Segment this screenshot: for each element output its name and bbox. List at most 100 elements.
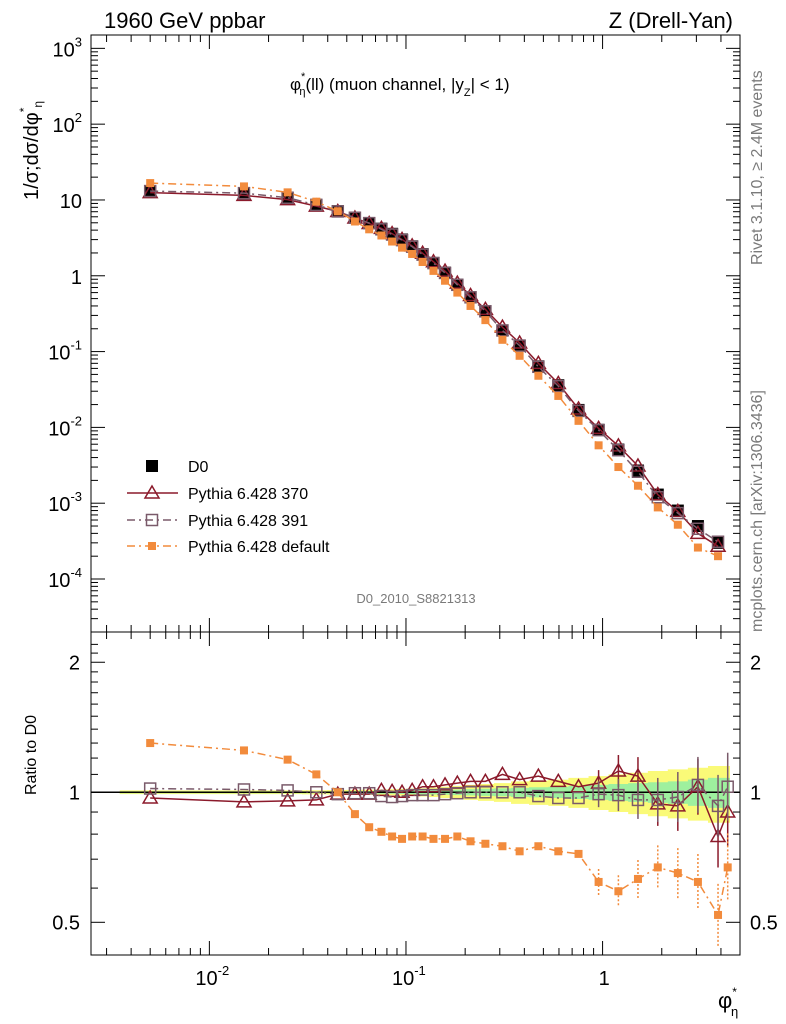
ratio-point-pythia-6-428-391	[711, 799, 725, 813]
ratio-point-pythia-6-428-391	[237, 783, 251, 796]
ratio-point-pythia-6-428-391	[631, 793, 645, 807]
point-pythia-6-428-391	[691, 522, 705, 536]
ratio-point-pythia-6-428-391	[496, 786, 509, 799]
ratio-y-tick-label-left: 2	[69, 652, 80, 674]
ratio-point-pythia-6-428-370	[436, 776, 454, 791]
ratio-point-pythia-6-428-default	[466, 837, 475, 846]
y-tick-label-base: 10	[48, 570, 70, 592]
point-pythia-6-428-370	[511, 334, 528, 349]
y-tick-label: 103	[53, 34, 82, 61]
point-pythia-6-428-default	[554, 391, 563, 400]
ratio-point-pythia-6-428-default	[534, 842, 543, 851]
ratio-point-pythia-6-428-391	[385, 790, 399, 804]
point-pythia-6-428-default	[594, 441, 603, 450]
ratio-point-pythia-6-428-default	[554, 847, 563, 856]
legend-label-pythia-6-428-default: Pythia 6.428 default	[188, 539, 330, 556]
ratio-point-pythia-6-428-default	[350, 810, 359, 819]
point-pythia-6-428-370	[669, 502, 687, 518]
ratio-point-pythia-6-428-391	[281, 784, 294, 797]
ratio-point-pythia-6-428-391	[464, 786, 477, 799]
legend-marker-pythia-6-428-default	[148, 542, 156, 550]
point-pythia-6-428-default	[714, 552, 723, 561]
point-pythia-6-428-default	[146, 179, 155, 188]
ratio-point-pythia-6-428-391	[513, 786, 526, 799]
ratio-point-pythia-6-428-default	[283, 755, 292, 764]
point-pythia-6-428-default	[466, 301, 475, 310]
ratio-point-pythia-6-428-391	[532, 789, 545, 803]
point-pythia-6-428-default	[350, 217, 359, 226]
legend: D0 Pythia 6.428 370 Pythia 6.428 391 Pythia…	[127, 459, 330, 556]
point-pythia-6-428-default	[418, 257, 427, 266]
y-tick-label: 10-3	[48, 489, 82, 516]
ratio-point-pythia-6-428-default	[653, 863, 662, 872]
ratio-point-pythia-6-428-default	[146, 739, 155, 748]
point-pythia-6-428-391	[572, 404, 585, 418]
ratio-point-pythia-6-428-391	[612, 788, 625, 802]
y-tick-label-base: 10	[48, 343, 70, 365]
y-tick-label-exp: 3	[75, 34, 82, 49]
ratio-point-pythia-6-428-370	[550, 772, 567, 788]
ratio-point-pythia-6-428-391	[395, 789, 409, 803]
site-label: mcplots.cern.ch [arXiv:1306.3436]	[749, 390, 766, 632]
title-phi-sup: *	[301, 71, 306, 83]
point-pythia-6-428-default	[377, 231, 386, 240]
ratio-point-pythia-6-428-391	[479, 786, 492, 799]
point-pythia-6-428-default	[673, 520, 682, 529]
ratio-point-pythia-6-428-370	[414, 778, 431, 793]
ratio-point-pythia-6-428-370	[462, 772, 479, 788]
point-pythia-6-428-391	[331, 205, 345, 218]
x-tick-label: 1	[599, 968, 610, 990]
point-pythia-6-428-391	[513, 339, 526, 352]
ratio-point-pythia-6-428-default	[453, 832, 462, 841]
chart-title: φ* η(ll) (muon channel, |yZ| < 1)	[290, 71, 510, 99]
y-tick-label: 10	[60, 191, 82, 213]
ratio-point-pythia-6-428-default	[365, 823, 374, 832]
ratio-point-pythia-6-428-391	[572, 791, 585, 805]
ratio-point-pythia-6-428-370	[373, 781, 390, 797]
ratio-point-pythia-6-428-default	[498, 842, 507, 851]
ratio-panel: 10-2 10-1 10.5 0.51 12 2	[52, 631, 778, 990]
ratio-point-pythia-6-428-370	[530, 767, 547, 782]
point-pythia-6-428-default	[283, 188, 292, 197]
ratio-point-pythia-6-428-default	[441, 834, 450, 843]
point-pythia-6-428-370	[530, 354, 547, 370]
legend-marker-pythia-6-428-370	[143, 484, 161, 499]
ratio-point-pythia-6-428-default	[614, 887, 623, 896]
point-pythia-6-428-default	[653, 503, 662, 512]
point-pythia-6-428-391	[612, 443, 625, 457]
point-pythia-6-428-default	[388, 237, 397, 246]
ratio-y-tick-label-right: 0.5	[750, 912, 778, 934]
point-pythia-6-428-default	[408, 249, 417, 258]
title-phi-sub: η	[299, 86, 305, 98]
ratio-point-pythia-6-428-391	[691, 778, 705, 792]
ratio-frame	[90, 631, 741, 956]
y-tick-label: 10-1	[48, 338, 82, 365]
ratio-point-pythia-6-428-default	[418, 832, 427, 841]
ratio-series-layer	[141, 739, 737, 946]
ratio-y-tick-label-right: 1	[750, 782, 761, 804]
ratio-point-pythia-6-428-391	[310, 786, 323, 799]
ratio-point-pythia-6-428-default	[388, 832, 397, 841]
ratio-point-pythia-6-428-370	[141, 789, 159, 804]
point-pythia-6-428-default	[515, 351, 524, 360]
x-tick-label-exp: -2	[218, 963, 230, 978]
y-tick-label-base: 10	[53, 39, 75, 61]
ratio-point-pythia-6-428-370	[610, 762, 627, 777]
point-pythia-6-428-391	[711, 535, 725, 549]
ratio-point-pythia-6-428-370	[511, 771, 528, 786]
point-pythia-6-428-370	[570, 400, 587, 415]
point-pythia-6-428-default	[453, 288, 462, 297]
ratio-point-pythia-6-428-default	[574, 849, 583, 858]
ratio-point-pythia-6-428-391	[671, 790, 685, 804]
point-pythia-6-428-default	[534, 371, 543, 380]
point-pythia-6-428-default	[574, 416, 583, 425]
ratio-point-pythia-6-428-default	[408, 832, 417, 841]
analysis-id: D0_2010_S8821313	[356, 591, 475, 606]
ratio-point-pythia-6-428-default	[594, 877, 603, 886]
ratio-point-pythia-6-428-default	[312, 770, 321, 779]
point-pythia-6-428-default	[633, 481, 642, 490]
legend-label-d0: D0	[188, 459, 209, 476]
x-tick-label-base: 10	[392, 968, 414, 990]
